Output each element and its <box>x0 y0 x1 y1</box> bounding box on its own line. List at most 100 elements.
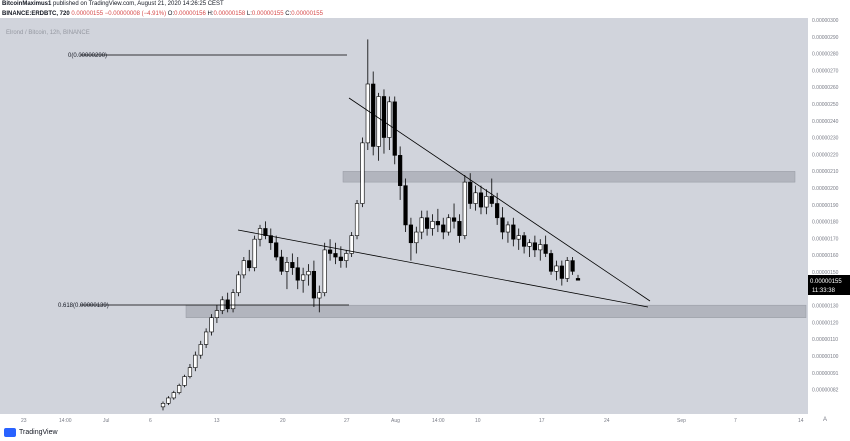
candle-body[interactable] <box>306 270 311 276</box>
high-label: H: <box>207 11 214 17</box>
price-tick-label: 0.00000120 <box>812 320 839 326</box>
candle-body[interactable] <box>446 217 451 233</box>
tradingview-logo[interactable]: TradingView <box>4 428 58 437</box>
candle-body[interactable] <box>468 181 473 204</box>
candle-body[interactable] <box>478 192 484 208</box>
candle-body[interactable] <box>484 196 489 208</box>
candle-body[interactable] <box>317 292 322 299</box>
candle-body[interactable] <box>349 235 354 254</box>
candle-body[interactable] <box>327 249 333 254</box>
candle-body[interactable] <box>193 354 198 368</box>
candle-body[interactable] <box>532 242 537 251</box>
candle-body[interactable] <box>376 96 381 147</box>
candle-body[interactable] <box>473 192 478 204</box>
candle-body[interactable] <box>495 203 500 219</box>
candle-body[interactable] <box>543 244 548 254</box>
candle-body[interactable] <box>160 402 166 408</box>
wedge-lower-line[interactable] <box>237 229 649 308</box>
candle-body[interactable] <box>500 217 505 233</box>
open-label: O: <box>167 11 175 17</box>
candle-body[interactable] <box>441 224 446 233</box>
candle-body[interactable] <box>414 231 419 244</box>
candle-body[interactable] <box>177 385 182 393</box>
candle-body[interactable] <box>284 262 290 272</box>
candle-body[interactable] <box>548 253 554 272</box>
candle-body[interactable] <box>187 367 193 377</box>
price-tick-label: 0.00000270 <box>812 68 839 74</box>
price-tick-label: 0.00000210 <box>812 169 839 175</box>
candle-body[interactable] <box>559 265 564 279</box>
candle-body[interactable] <box>247 260 252 269</box>
candle-body[interactable] <box>274 242 279 258</box>
candle-body[interactable] <box>575 278 581 281</box>
candle-body[interactable] <box>565 260 570 279</box>
resistance-zone[interactable] <box>342 171 796 183</box>
candle-body[interactable] <box>365 83 370 144</box>
candle-body[interactable] <box>424 217 430 229</box>
candle-body[interactable] <box>241 260 246 276</box>
candle-body[interactable] <box>230 292 236 310</box>
support-zone[interactable] <box>185 304 807 318</box>
price-axis[interactable] <box>808 18 850 414</box>
candle-body[interactable] <box>166 397 171 404</box>
candle-body[interactable] <box>322 249 327 294</box>
footer: TradingView <box>0 426 850 441</box>
candle-body[interactable] <box>516 235 521 240</box>
candle-body[interactable] <box>538 244 543 251</box>
candle-body[interactable] <box>252 238 257 269</box>
candle-body[interactable] <box>301 274 306 281</box>
candle-body[interactable] <box>236 274 241 294</box>
candle-body[interactable] <box>295 267 300 281</box>
candle-body[interactable] <box>311 270 317 299</box>
time-tick-label: 10 <box>475 418 481 424</box>
candle-body[interactable] <box>354 203 360 236</box>
candle-body[interactable] <box>268 235 273 244</box>
candle-body[interactable] <box>214 310 219 318</box>
wedge-upper-line[interactable] <box>348 97 651 302</box>
candle-body[interactable] <box>279 256 284 272</box>
candle-body[interactable] <box>419 217 424 233</box>
price-tick-label: 0.00000190 <box>812 203 839 209</box>
candle-body[interactable] <box>263 228 268 236</box>
time-tick-label: 20 <box>280 418 286 424</box>
candle-body[interactable] <box>204 331 209 345</box>
candle-body[interactable] <box>225 299 230 310</box>
candle-body[interactable] <box>511 224 516 240</box>
candle-body[interactable] <box>182 376 187 386</box>
candle-body[interactable] <box>198 344 203 356</box>
symbol-label: BINANCE:ERDBTC, 720 <box>2 11 70 17</box>
time-tick-label: 24 <box>604 418 610 424</box>
time-axis[interactable] <box>0 414 850 426</box>
ohlc-line: BINANCE:ERDBTC, 720 0.00000155 −0.000000… <box>2 11 323 17</box>
candle-body[interactable] <box>209 317 214 333</box>
candle-body[interactable] <box>381 96 387 138</box>
candle-body[interactable] <box>457 221 462 236</box>
candle-body[interactable] <box>290 262 295 269</box>
candle-body[interactable] <box>333 253 338 258</box>
candle-body[interactable] <box>360 142 365 204</box>
candle-body[interactable] <box>435 221 440 226</box>
price-tick-label: 0.00000230 <box>812 136 839 142</box>
expand-icon[interactable]: A <box>823 417 827 423</box>
candle-body[interactable] <box>338 256 343 261</box>
candle-body[interactable] <box>462 181 467 236</box>
candle-body[interactable] <box>451 217 457 222</box>
candle-body[interactable] <box>522 235 527 247</box>
price-tick-label: 0.00000200 <box>812 186 839 192</box>
author-name[interactable]: BitcoinMaximus1 <box>2 1 52 7</box>
candle-body[interactable] <box>398 155 403 186</box>
candle-body[interactable] <box>344 253 349 261</box>
fib-bottom-label: 0.618(0.00000139) <box>58 303 109 309</box>
candle-body[interactable] <box>171 392 176 399</box>
candle-body[interactable] <box>570 260 575 272</box>
candle-body[interactable] <box>527 242 532 247</box>
candle-body[interactable] <box>430 221 435 229</box>
candle-body[interactable] <box>489 196 494 204</box>
tradingview-icon <box>4 428 16 437</box>
candle-body[interactable] <box>554 265 559 272</box>
candle-body[interactable] <box>505 224 511 233</box>
candle-body[interactable] <box>387 101 392 138</box>
candle-body[interactable] <box>408 224 414 244</box>
candle-body[interactable] <box>403 185 408 226</box>
